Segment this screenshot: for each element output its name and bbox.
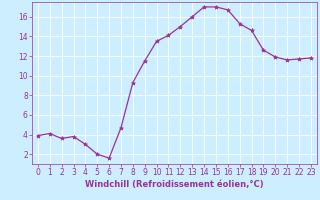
X-axis label: Windchill (Refroidissement éolien,°C): Windchill (Refroidissement éolien,°C) — [85, 180, 264, 189]
